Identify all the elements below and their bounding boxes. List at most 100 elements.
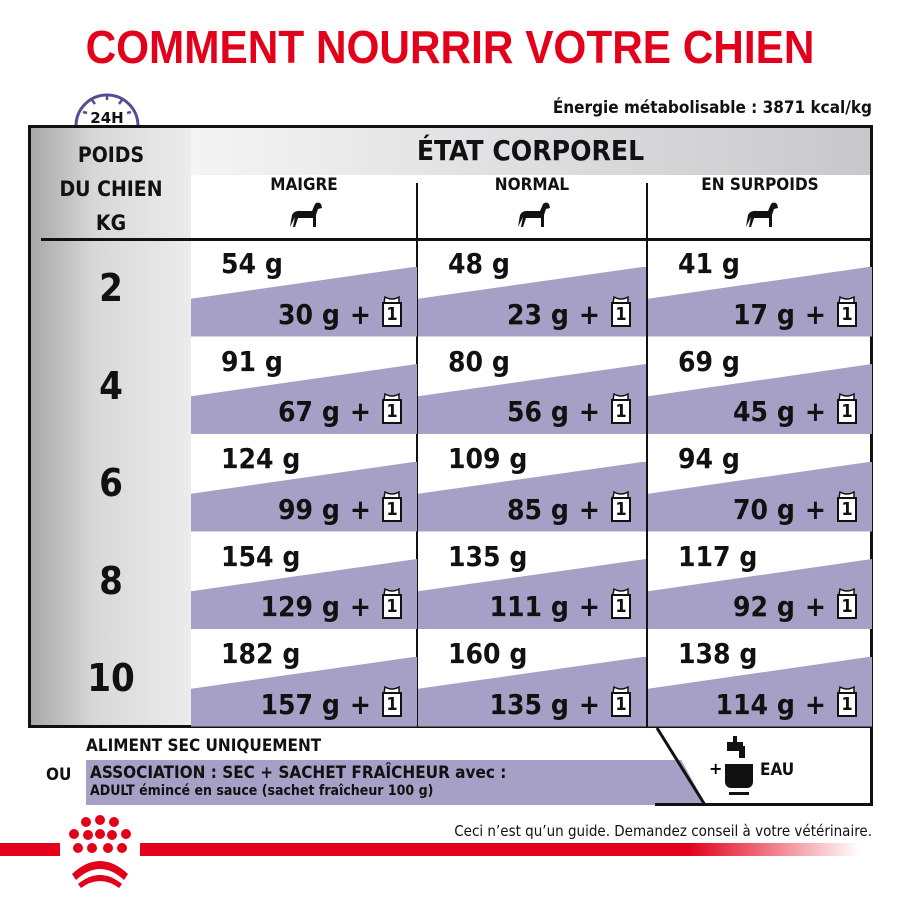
plus-sign: + bbox=[349, 590, 371, 623]
mix-dry-amount: 67 g bbox=[278, 395, 340, 428]
dog-icon bbox=[746, 202, 778, 227]
dry-only-amount: 94 g bbox=[678, 442, 740, 475]
pouch: 1 bbox=[836, 587, 858, 626]
pouch: 1 bbox=[381, 587, 403, 626]
plus-sign: + bbox=[804, 297, 826, 331]
pouch-count: 1 bbox=[615, 596, 627, 617]
water-box bbox=[655, 728, 873, 806]
weight-header-line: KG bbox=[95, 211, 127, 235]
plus-sign: + bbox=[578, 590, 600, 623]
mix-dry-amount: 135 g bbox=[489, 687, 569, 721]
mix-dry-amount: 17 g bbox=[733, 297, 795, 331]
ration-cell: 117 g 92 g +1 bbox=[648, 534, 872, 629]
dry-only-amount: 154 g bbox=[221, 539, 301, 573]
pouch-count: 1 bbox=[386, 596, 398, 617]
mix-amount-group: 111 g +1 bbox=[490, 587, 633, 626]
divider bbox=[41, 238, 870, 241]
ration-cell: 160 g 135 g +1 bbox=[418, 631, 646, 727]
wet-pouch-icon bbox=[837, 685, 857, 717]
water-label: EAU bbox=[760, 760, 795, 780]
body-state-header: ÉTAT CORPOREL bbox=[416, 134, 645, 167]
plus-sign: + bbox=[349, 492, 371, 526]
wet-pouch-icon bbox=[837, 392, 857, 424]
ration-cell: 109 g 85 g +1 bbox=[418, 436, 646, 532]
mix-dry-amount: 23 g bbox=[507, 297, 569, 331]
ration-cell: 41 g 17 g +1 bbox=[648, 241, 872, 337]
dog-icon bbox=[290, 202, 322, 227]
pouch: 1 bbox=[836, 685, 858, 724]
ration-cell: 138 g 114 g +1 bbox=[648, 631, 872, 727]
plus-sign: + bbox=[578, 492, 600, 526]
mix-amount-group: 85 g +1 bbox=[507, 490, 632, 529]
water-plus: + bbox=[709, 759, 722, 778]
weight-value: 6 bbox=[99, 461, 123, 505]
dry-only-amount: 80 g bbox=[448, 344, 510, 378]
column-label: NORMAL bbox=[494, 175, 570, 195]
wet-pouch-icon bbox=[382, 295, 402, 327]
mix-dry-amount: 30 g bbox=[278, 297, 340, 331]
pouch: 1 bbox=[381, 685, 403, 724]
clock-24h-icon: 24H bbox=[74, 93, 140, 127]
ration-cell: 124 g 99 g +1 bbox=[191, 436, 417, 532]
legend-dry-only: ALIMENT SEC UNIQUEMENT bbox=[86, 736, 322, 756]
dry-only-amount: 117 g bbox=[678, 539, 758, 573]
pouch-count: 1 bbox=[615, 693, 627, 715]
column-header: NORMAL bbox=[417, 175, 647, 238]
pouch: 1 bbox=[610, 490, 632, 529]
dog-icon bbox=[518, 202, 550, 227]
pouch: 1 bbox=[381, 295, 403, 334]
pouch-count: 1 bbox=[615, 401, 627, 422]
pouch-count: 1 bbox=[615, 498, 627, 520]
brand-line bbox=[0, 843, 860, 856]
plus-sign: + bbox=[578, 297, 600, 331]
mix-amount-group: 157 g +1 bbox=[261, 685, 404, 724]
wet-pouch-icon bbox=[611, 490, 631, 522]
wet-pouch-icon bbox=[837, 587, 857, 619]
page-title: COMMENT NOURRIR VOTRE CHIEN bbox=[85, 21, 815, 73]
mix-amount-group: 56 g +1 bbox=[507, 392, 632, 431]
plus-sign: + bbox=[804, 492, 826, 526]
pouch-count: 1 bbox=[841, 693, 853, 715]
mix-amount-group: 23 g +1 bbox=[507, 295, 632, 334]
clock-label: 24H bbox=[90, 109, 123, 127]
pouch: 1 bbox=[610, 392, 632, 431]
legend-mix-title: ASSOCIATION : SEC + SACHET FRAÎCHEUR ave… bbox=[90, 763, 507, 783]
weight-value: 2 bbox=[99, 266, 123, 310]
column-label: MAIGRE bbox=[270, 175, 338, 195]
plus-sign: + bbox=[349, 395, 371, 428]
ration-cell: 80 g 56 g +1 bbox=[418, 339, 646, 434]
energy-value: Énergie métabolisable : 3871 kcal/kg bbox=[552, 98, 872, 118]
mix-amount-group: 114 g +1 bbox=[716, 685, 859, 724]
dry-only-amount: 138 g bbox=[678, 637, 758, 670]
mix-dry-amount: 56 g bbox=[507, 395, 569, 428]
wet-pouch-icon bbox=[382, 685, 402, 717]
legend-or: OU bbox=[46, 765, 72, 785]
ration-cell: 54 g 30 g +1 bbox=[191, 241, 417, 337]
header-band bbox=[191, 128, 870, 175]
weight-header-line: POIDS bbox=[77, 143, 145, 167]
column-header: EN SURPOIDS bbox=[647, 175, 873, 238]
mix-dry-amount: 85 g bbox=[507, 492, 569, 526]
water-box-diagonal: + bbox=[655, 728, 753, 806]
dry-only-amount: 41 g bbox=[678, 247, 740, 280]
column-label: EN SURPOIDS bbox=[701, 175, 819, 195]
pouch-count: 1 bbox=[841, 596, 853, 617]
pouch-count: 1 bbox=[386, 693, 398, 715]
wet-pouch-icon bbox=[382, 587, 402, 619]
ration-cell: 48 g 23 g +1 bbox=[418, 241, 646, 337]
pouch: 1 bbox=[836, 490, 858, 529]
weight-header: POIDS DU CHIEN KG bbox=[31, 138, 191, 240]
mix-amount-group: 67 g +1 bbox=[278, 392, 403, 431]
mix-dry-amount: 129 g bbox=[260, 590, 340, 623]
pouch: 1 bbox=[836, 392, 858, 431]
mix-dry-amount: 157 g bbox=[260, 687, 340, 721]
legend-mix-detail: ADULT émincé en sauce (sachet fraîcheur … bbox=[90, 783, 434, 799]
mix-dry-amount: 92 g bbox=[733, 590, 795, 623]
legend-mix: ASSOCIATION : SEC + SACHET FRAÎCHEUR ave… bbox=[86, 760, 706, 805]
mix-amount-group: 70 g +1 bbox=[733, 490, 858, 529]
mix-dry-amount: 114 g bbox=[715, 687, 795, 721]
pouch: 1 bbox=[836, 295, 858, 334]
dry-only-amount: 48 g bbox=[448, 247, 510, 280]
pouch: 1 bbox=[610, 587, 632, 626]
wet-pouch-icon bbox=[837, 295, 857, 327]
